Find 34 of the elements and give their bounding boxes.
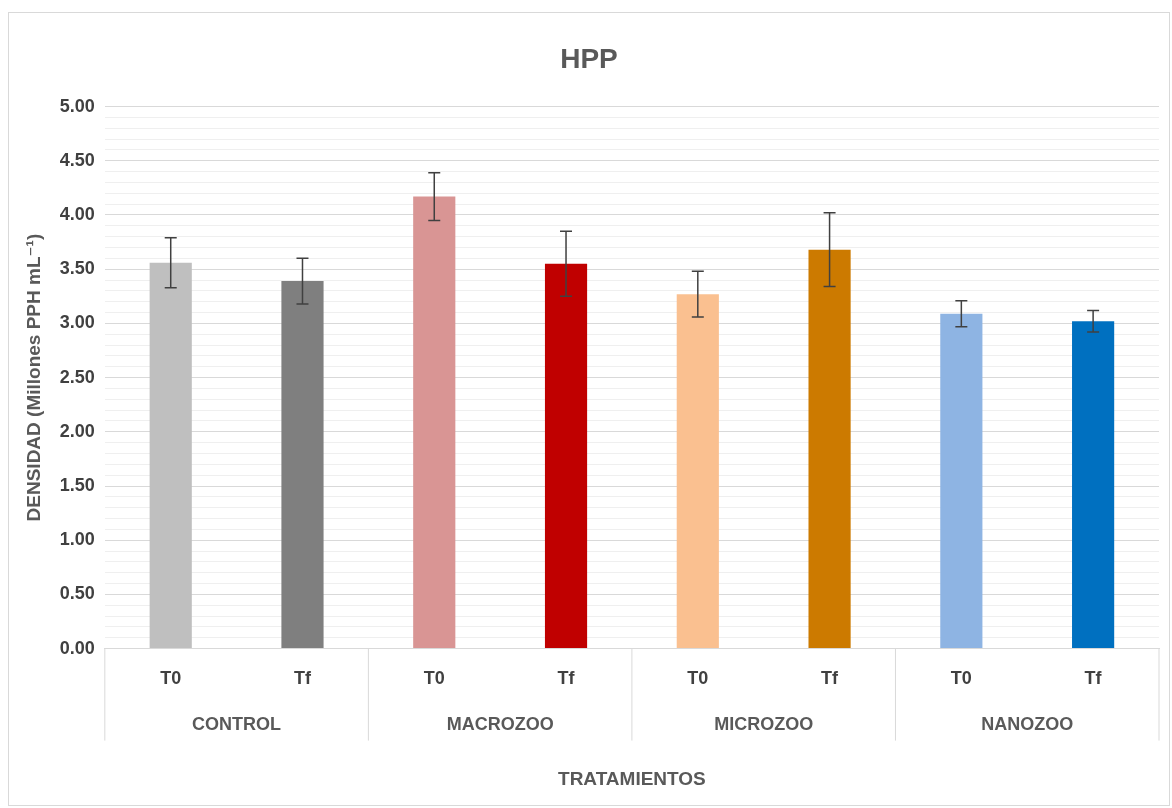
chart-title: HPP bbox=[560, 42, 618, 74]
text: NANOZOO bbox=[981, 713, 1074, 734]
bar bbox=[413, 196, 456, 649]
y-tick-label: 2.00 bbox=[59, 420, 95, 441]
y-tick-label: 3.50 bbox=[59, 258, 95, 279]
bar bbox=[808, 249, 851, 649]
y-axis-title: DENSIDAD (Millones PPH mL⁻¹) bbox=[22, 233, 44, 522]
y-tick-label: 3.00 bbox=[59, 312, 95, 333]
bar bbox=[676, 294, 719, 649]
x-tick-label: T0 bbox=[687, 668, 709, 689]
y-tick-label: 0.00 bbox=[59, 637, 95, 658]
x-tick-label: T0 bbox=[950, 668, 972, 689]
bar bbox=[281, 281, 324, 649]
bar bbox=[149, 262, 192, 649]
x-tick-label: T0 bbox=[423, 668, 445, 689]
x-tick-label: Tf bbox=[1084, 668, 1103, 689]
x-tick-label: Tf bbox=[557, 668, 576, 689]
text: MICROZOO bbox=[714, 713, 814, 734]
y-tick-label: 1.00 bbox=[59, 529, 95, 550]
y-tick-label: 1.50 bbox=[59, 474, 95, 495]
x-tick-label: Tf bbox=[821, 668, 840, 689]
y-tick-label: 2.50 bbox=[59, 366, 95, 387]
y-tick-label: 4.50 bbox=[59, 149, 95, 170]
bar bbox=[940, 313, 983, 649]
y-tick-label: 0.50 bbox=[59, 583, 95, 604]
text: CONTROL bbox=[192, 713, 282, 734]
x-axis-title: TRATAMIENTOS bbox=[558, 767, 706, 789]
y-tick-label: 5.00 bbox=[59, 95, 95, 116]
y-tick-label: 4.00 bbox=[59, 203, 95, 224]
bar bbox=[544, 263, 588, 649]
text: MACROZOO bbox=[446, 713, 554, 734]
bar bbox=[1072, 321, 1115, 649]
x-tick-label: T0 bbox=[160, 668, 182, 689]
x-tick-label: Tf bbox=[293, 668, 312, 689]
